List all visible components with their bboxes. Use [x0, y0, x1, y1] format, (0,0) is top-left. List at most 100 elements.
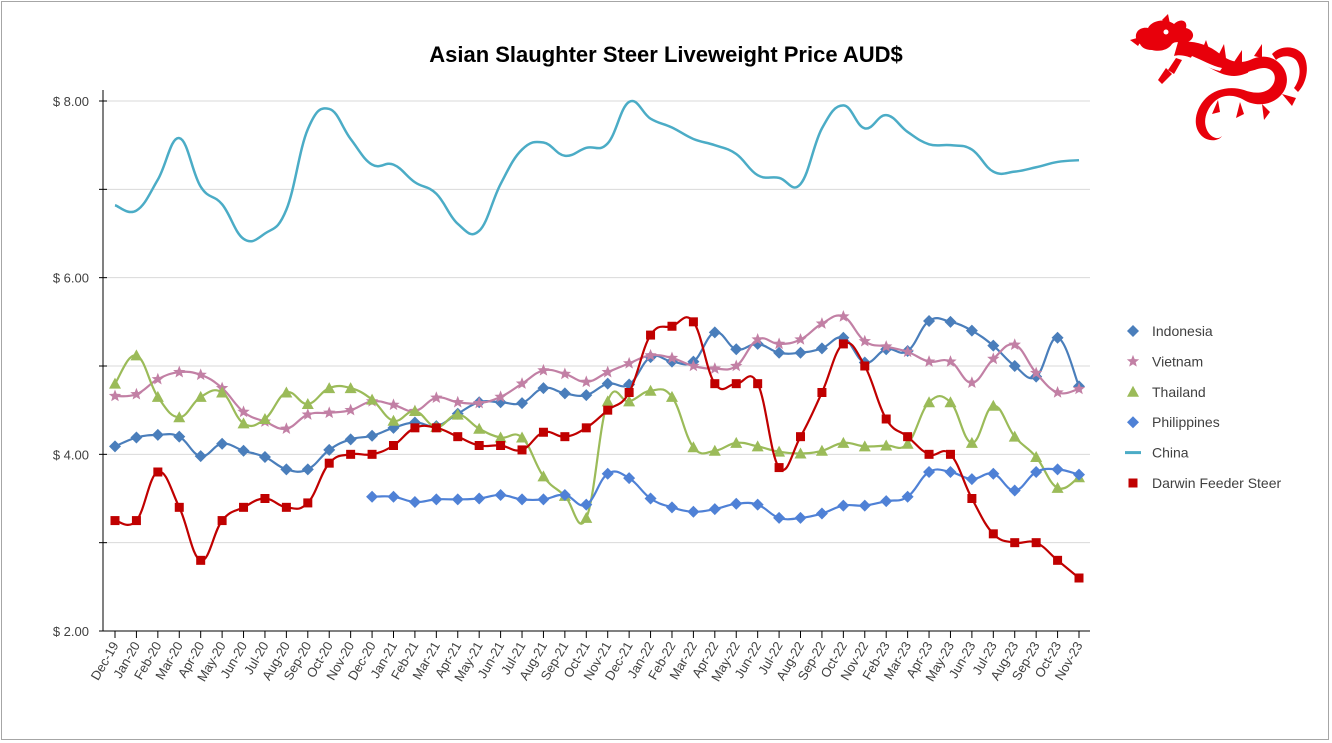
data-point — [408, 496, 421, 509]
data-point — [280, 386, 293, 398]
data-point — [687, 441, 700, 453]
data-point — [323, 443, 336, 456]
data-point — [665, 501, 678, 514]
data-point — [280, 463, 293, 476]
data-point — [537, 363, 550, 376]
data-point — [687, 505, 700, 518]
data-point — [217, 516, 227, 526]
data-point — [838, 339, 848, 349]
legend-entry: Thailand — [1127, 384, 1206, 400]
data-point — [301, 408, 314, 420]
data-point — [601, 377, 614, 390]
legend-entry: Indonesia — [1127, 323, 1213, 339]
data-point — [1008, 338, 1021, 351]
data-point — [944, 396, 957, 408]
data-point — [967, 494, 977, 503]
data-point — [772, 337, 786, 350]
data-point — [216, 386, 229, 398]
data-point — [323, 382, 336, 394]
data-point — [708, 503, 721, 516]
data-point — [815, 444, 828, 456]
data-point — [366, 393, 379, 405]
data-point — [344, 403, 357, 416]
data-point — [494, 390, 507, 403]
legend-entry: Darwin Feeder Steer — [1128, 475, 1282, 491]
data-point — [537, 470, 550, 482]
data-point — [815, 507, 828, 520]
data-point — [410, 423, 420, 433]
data-point — [581, 423, 591, 433]
data-point — [1010, 538, 1020, 548]
data-point — [901, 490, 914, 503]
chart-title: Asian Slaughter Steer Liveweight Price A… — [429, 42, 903, 67]
data-point — [387, 414, 400, 426]
data-point — [387, 490, 400, 503]
data-point — [473, 422, 486, 434]
data-point — [473, 492, 486, 505]
data-point — [1008, 360, 1021, 372]
legend-entry: Philippines — [1127, 414, 1220, 430]
data-point — [667, 321, 677, 331]
data-point — [216, 437, 229, 450]
series-line — [114, 316, 1080, 579]
data-point — [794, 511, 807, 524]
legend-label: China — [1152, 445, 1189, 461]
y-tick-label: $ 4.00 — [53, 447, 89, 462]
data-point — [1053, 555, 1063, 565]
data-point — [708, 326, 721, 339]
data-point — [473, 396, 486, 409]
data-point — [108, 389, 122, 402]
data-point — [903, 432, 913, 442]
data-point — [922, 355, 936, 367]
data-point — [451, 395, 464, 408]
data-point — [515, 377, 529, 389]
legend-label: Thailand — [1152, 384, 1206, 400]
data-point — [580, 375, 593, 388]
series-line — [114, 314, 1080, 431]
data-point — [110, 516, 120, 526]
data-point — [665, 351, 679, 364]
data-point — [815, 317, 829, 329]
data-point — [194, 390, 207, 402]
data-point — [494, 431, 507, 443]
series-philippines — [366, 463, 1085, 524]
data-point — [516, 493, 529, 506]
data-point — [623, 395, 636, 407]
data-point — [944, 355, 957, 367]
data-point — [880, 439, 893, 451]
data-point — [987, 399, 1000, 411]
y-tick-label: $ 6.00 — [53, 271, 89, 286]
data-point — [860, 361, 870, 371]
legend-swatch — [1126, 354, 1140, 367]
legend-swatch — [1128, 478, 1138, 488]
data-point — [237, 417, 250, 429]
legend-swatch — [1127, 385, 1139, 397]
data-point — [580, 389, 593, 402]
data-point — [281, 502, 291, 512]
series-line — [114, 99, 1080, 243]
data-point — [751, 498, 764, 511]
data-point — [430, 391, 443, 404]
data-point — [280, 422, 293, 434]
data-point — [794, 447, 807, 459]
data-point — [901, 437, 914, 449]
data-point — [1073, 468, 1085, 481]
data-point — [516, 431, 529, 443]
data-point — [623, 472, 636, 485]
data-point — [1072, 382, 1086, 395]
data-point — [173, 365, 186, 378]
data-point — [453, 432, 463, 442]
data-point — [558, 387, 571, 400]
data-point — [815, 342, 828, 355]
data-point — [987, 467, 1000, 480]
data-point — [710, 379, 720, 389]
legend-swatch — [1127, 325, 1139, 337]
data-point — [688, 317, 698, 327]
data-point — [687, 359, 700, 372]
gridlines — [103, 100, 1090, 544]
data-point — [730, 359, 743, 372]
data-point — [665, 390, 678, 402]
data-point — [580, 498, 593, 511]
data-point — [344, 382, 357, 394]
